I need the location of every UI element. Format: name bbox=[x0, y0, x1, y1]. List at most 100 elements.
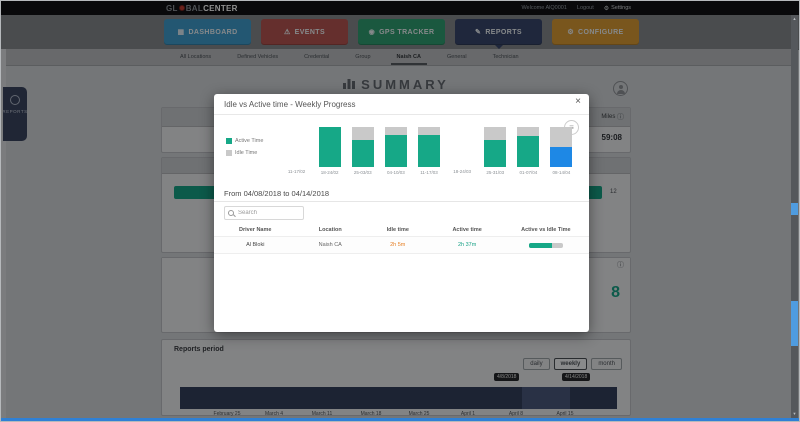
sub-tab-general[interactable]: General bbox=[447, 54, 467, 60]
logout-link[interactable]: Logout bbox=[576, 5, 594, 11]
logo-text-mid: BAL bbox=[185, 3, 204, 13]
idle-time-segment bbox=[484, 127, 507, 140]
reports-drawer-handle[interactable]: REPORTS bbox=[2, 87, 28, 141]
sub-tab-defined-vehicles[interactable]: Defined Vehicles bbox=[237, 54, 279, 60]
col-driver-name: Driver Name bbox=[239, 227, 272, 233]
sub-tabs: All Locations Defined Vehicles Credential G… bbox=[174, 49, 525, 65]
timeline-label: March 18 bbox=[360, 411, 382, 417]
active-vs-idle-cell bbox=[503, 242, 589, 248]
chart-legend: Active Time Idle Time bbox=[226, 138, 263, 156]
bar-stack bbox=[550, 127, 573, 167]
main-nav: ▦ DASHBOARD ⚠ EVENTS ◉ GPS TRACKER ✎ REPORTS ⚙ CO… bbox=[164, 19, 639, 49]
week-label: 08-14/04 bbox=[552, 170, 571, 175]
scrollbar-thumb[interactable] bbox=[791, 203, 798, 215]
scroll-up-icon[interactable]: ▲ bbox=[792, 16, 797, 21]
sub-tab-all-locations[interactable]: All Locations bbox=[180, 54, 212, 60]
left-gutter bbox=[1, 49, 6, 421]
scroll-down-icon[interactable]: ▼ bbox=[792, 411, 797, 416]
miles-card-title: Miles bbox=[601, 114, 616, 120]
period-button-weekly[interactable]: weekly bbox=[553, 358, 588, 370]
chart-week-column[interactable]: 18-24/03 bbox=[446, 127, 479, 177]
timeline-label: March 25 bbox=[408, 411, 430, 417]
top-bar: GL BAL CENTER Welcome AlQ0001 Logout ⚙ Sett… bbox=[1, 1, 799, 15]
bar-stack bbox=[318, 127, 341, 167]
reports-period-card: Reports period daily weekly month 4/8/2018… bbox=[161, 339, 631, 417]
timeline-label: April 8 bbox=[508, 411, 524, 417]
modal-title: Idle vs Active time - Weekly Progress bbox=[224, 100, 356, 109]
settings-label: Settings bbox=[611, 5, 631, 11]
period-button-daily[interactable]: daily bbox=[523, 358, 550, 370]
nav-button-dashboard[interactable]: ▦ DASHBOARD bbox=[164, 19, 251, 45]
search-input[interactable] bbox=[236, 209, 300, 217]
nav-button-gps[interactable]: ◉ GPS TRACKER bbox=[358, 19, 445, 45]
chart-week-column[interactable]: 08-14/04 bbox=[545, 127, 578, 177]
location-cell: Naish CA bbox=[318, 242, 342, 248]
settings-link[interactable]: ⚙ Settings bbox=[604, 5, 631, 12]
welcome-text: Welcome AlQ0001 bbox=[521, 5, 567, 11]
period-end-tooltip: 4/14/2018 bbox=[562, 373, 591, 381]
active-time-segment bbox=[484, 140, 507, 167]
sub-tab-technician[interactable]: Technician bbox=[492, 54, 519, 60]
topbar-user-area: Welcome AlQ0001 Logout ⚙ Settings bbox=[521, 1, 631, 15]
period-start-tooltip: 4/8/2018 bbox=[494, 373, 520, 381]
active-time-swatch bbox=[226, 138, 232, 144]
sub-tab-credential[interactable]: Credential bbox=[304, 54, 330, 60]
period-buttons: daily weekly month bbox=[523, 358, 622, 370]
divider bbox=[214, 201, 589, 202]
legend-item-idle[interactable]: Idle Time bbox=[226, 150, 263, 156]
idle-time-segment bbox=[517, 127, 540, 136]
page-title: SUMMARY bbox=[361, 76, 449, 92]
sub-tab-group[interactable]: Group bbox=[355, 54, 371, 60]
idle-time-segment bbox=[417, 127, 440, 135]
chart-week-column[interactable]: 11-17/02 bbox=[280, 127, 313, 177]
driver-name-cell[interactable]: Al Bloki bbox=[246, 242, 265, 248]
legend-label: Active Time bbox=[235, 138, 264, 144]
sub-tab-bar: All Locations Defined Vehicles Credential G… bbox=[6, 49, 792, 66]
week-label: 18-24/03 bbox=[453, 169, 471, 174]
info-icon[interactable]: ⓘ bbox=[617, 113, 624, 121]
globe-icon bbox=[178, 5, 185, 11]
row-progress-active bbox=[528, 242, 552, 248]
week-label: 18-24/02 bbox=[320, 170, 339, 175]
active-time-segment bbox=[351, 140, 374, 167]
chart-week-column[interactable]: 11-17/03 bbox=[412, 127, 445, 177]
bar-stack bbox=[384, 127, 407, 167]
close-icon[interactable]: × bbox=[575, 96, 581, 107]
timeline-label: April 1 bbox=[460, 411, 476, 417]
nav-button-reports[interactable]: ✎ REPORTS bbox=[455, 19, 542, 49]
active-time-segment bbox=[417, 135, 440, 167]
table-header-row: Driver Name Location Idle time Active ti… bbox=[214, 224, 589, 236]
col-location: Location bbox=[318, 227, 342, 233]
bar-stack bbox=[484, 127, 507, 167]
user-circle-icon[interactable] bbox=[613, 81, 628, 96]
chart-week-column[interactable]: 25-31/03 bbox=[479, 127, 512, 177]
active-time-segment bbox=[318, 127, 341, 167]
miles-value: 59:08 bbox=[601, 133, 622, 142]
nav-button-configure[interactable]: ⚙ CONFIGURE bbox=[552, 19, 639, 45]
legend-label: Idle Time bbox=[235, 150, 258, 156]
scrollbar-thumb[interactable] bbox=[791, 301, 798, 346]
chart-week-column[interactable]: 18-24/02 bbox=[313, 127, 346, 177]
chart-week-column[interactable]: 04-10/03 bbox=[379, 127, 412, 177]
nav-button-events[interactable]: ⚠ EVENTS bbox=[261, 19, 348, 45]
table-row[interactable]: Al Bloki Naish CA 2h 5m 2h 37m bbox=[214, 236, 589, 254]
week-label: 04-10/03 bbox=[387, 170, 405, 175]
timeline-label: February 25 bbox=[213, 411, 241, 417]
info-icon[interactable]: ⓘ bbox=[617, 261, 624, 269]
gear-icon: ⚙ bbox=[603, 5, 610, 12]
reports-drawer-label: REPORTS bbox=[2, 109, 28, 114]
period-timeline[interactable] bbox=[180, 387, 617, 409]
active-time-cell: 2h 37m bbox=[457, 242, 477, 248]
sub-tab-naish-ca[interactable]: Naish CA bbox=[390, 49, 428, 65]
timeline-label: March 4 bbox=[264, 411, 284, 417]
reports-drawer-icon bbox=[10, 95, 20, 105]
scrollbar[interactable]: ▲ ▼ bbox=[791, 15, 798, 418]
chart-week-column[interactable]: 25-03/03 bbox=[346, 127, 379, 177]
week-label: 25-03/03 bbox=[353, 170, 372, 175]
active-time-segment-selected bbox=[550, 147, 573, 167]
period-selected-range[interactable] bbox=[522, 387, 570, 409]
period-button-month[interactable]: month bbox=[591, 358, 622, 370]
chart-week-column[interactable]: 01-07/04 bbox=[512, 127, 545, 177]
legend-item-active[interactable]: Active Time bbox=[226, 138, 263, 144]
idle-time-swatch bbox=[226, 150, 232, 156]
